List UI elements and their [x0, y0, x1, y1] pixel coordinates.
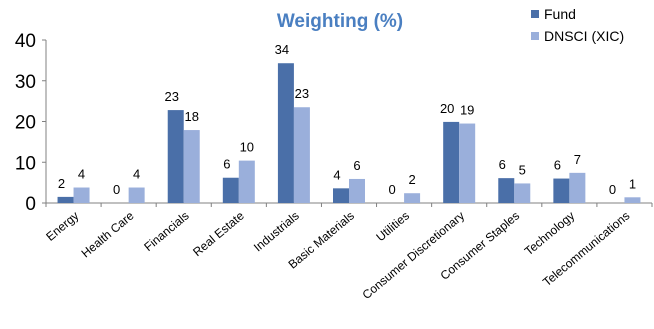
bar-dnsci-industrials: [293, 107, 310, 203]
data-label: 0: [113, 182, 120, 197]
bar-dnsci-consumer-staples: [514, 183, 531, 203]
data-label: 19: [460, 103, 474, 118]
data-label: 1: [629, 176, 636, 191]
data-label: 6: [499, 157, 506, 172]
data-label: 23: [295, 86, 309, 101]
data-label: 20: [440, 101, 454, 116]
bar-fund-financials: [167, 110, 184, 203]
category-label: Technology: [522, 209, 578, 259]
bar-dnsci-real-estate: [238, 160, 255, 203]
y-tick-label: 30: [15, 72, 36, 93]
data-label: 2: [58, 176, 65, 191]
bar-dnsci-financials: [183, 130, 200, 203]
category-label: Financials: [141, 209, 191, 254]
legend-label: Fund: [544, 6, 576, 22]
category-label: Energy: [43, 209, 81, 244]
bar-dnsci-health-care: [128, 187, 145, 203]
category-label: Consumer Discretionary: [360, 209, 468, 302]
bar-dnsci-technology: [569, 172, 586, 203]
legend-swatch: [531, 32, 539, 40]
data-label: 4: [78, 167, 85, 182]
y-tick-label: 0: [25, 194, 36, 215]
bar-dnsci-basic-materials: [349, 178, 365, 203]
data-label: 7: [574, 152, 581, 167]
data-label: 2: [408, 172, 415, 187]
data-label: 4: [333, 167, 340, 182]
bar-fund-energy: [57, 196, 74, 203]
category-label: Utilities: [373, 209, 412, 245]
data-label: 6: [554, 158, 561, 173]
category-label: Health Care: [79, 208, 137, 260]
bar-dnsci-energy: [73, 187, 90, 203]
chart-title: Weighting (%): [277, 11, 403, 32]
bar-fund-real-estate: [222, 177, 239, 203]
bar-fund-technology: [553, 178, 570, 203]
data-label: 10: [240, 140, 254, 155]
bar-dnsci-telecommunications: [624, 197, 641, 203]
bar-fund-consumer-discretionary: [443, 121, 460, 203]
data-label: 5: [519, 162, 526, 177]
legend-label: DNSCI (XIC): [544, 28, 624, 44]
bar-fund-basic-materials: [333, 188, 349, 203]
bars: [57, 63, 641, 203]
y-tick-label: 10: [15, 153, 36, 174]
data-label: 34: [275, 42, 289, 57]
bar-dnsci-consumer-discretionary: [459, 123, 476, 203]
y-tick-label: 40: [15, 31, 36, 52]
bar-fund-industrials: [277, 63, 294, 203]
y-tick-label: 20: [15, 113, 36, 134]
data-label: 18: [184, 109, 198, 124]
data-label: 23: [164, 89, 178, 104]
data-label: 4: [133, 167, 140, 182]
data-label: 0: [388, 182, 395, 197]
bar-dnsci-utilities: [404, 193, 421, 203]
category-label: Industrials: [251, 209, 302, 255]
data-label: 6: [353, 158, 360, 173]
category-label: Real Estate: [190, 208, 247, 259]
legend: Fund DNSCI (XIC): [531, 6, 624, 44]
legend-swatch: [531, 10, 539, 18]
data-label: 0: [609, 182, 616, 197]
data-label: 6: [223, 157, 230, 172]
bar-fund-consumer-staples: [498, 178, 515, 203]
